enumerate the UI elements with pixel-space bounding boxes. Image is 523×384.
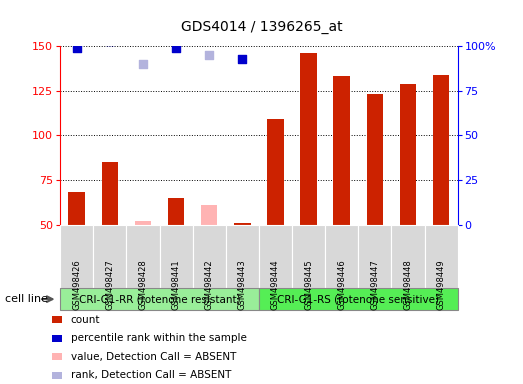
Text: GSM498441: GSM498441: [172, 260, 180, 310]
Bar: [367, 94, 383, 225]
Text: GSM498427: GSM498427: [105, 260, 115, 310]
Bar: [433, 74, 449, 225]
Text: GSM498449: GSM498449: [437, 260, 446, 310]
Text: CRI-G1-RS (rotenone sensitive): CRI-G1-RS (rotenone sensitive): [277, 294, 439, 304]
Point: [371, 29, 379, 35]
Text: GSM498444: GSM498444: [271, 260, 280, 310]
Text: GSM498447: GSM498447: [370, 260, 379, 310]
Bar: [69, 192, 85, 225]
Bar: [101, 162, 118, 225]
Bar: [334, 76, 350, 225]
Text: value, Detection Call = ABSENT: value, Detection Call = ABSENT: [71, 352, 236, 362]
Point: [271, 30, 280, 36]
Point: [437, 22, 445, 28]
Bar: [201, 205, 218, 225]
Text: GSM498446: GSM498446: [337, 260, 346, 310]
Text: count: count: [71, 315, 100, 325]
Point: [304, 20, 313, 26]
Text: CRI-G1-RR (rotenone resistant): CRI-G1-RR (rotenone resistant): [78, 294, 241, 304]
Text: GSM498445: GSM498445: [304, 260, 313, 310]
Bar: [300, 53, 317, 225]
Point: [106, 38, 114, 44]
Point: [404, 23, 412, 30]
Point: [139, 61, 147, 67]
Text: GSM498426: GSM498426: [72, 260, 81, 310]
Bar: [267, 119, 283, 225]
Bar: [400, 84, 416, 225]
Text: rank, Detection Call = ABSENT: rank, Detection Call = ABSENT: [71, 370, 231, 380]
Point: [205, 52, 213, 58]
Point: [172, 45, 180, 51]
Point: [238, 56, 246, 62]
Text: GSM498448: GSM498448: [403, 260, 413, 310]
Text: GSM498443: GSM498443: [238, 260, 247, 310]
Bar: [168, 198, 185, 225]
Text: GDS4014 / 1396265_at: GDS4014 / 1396265_at: [180, 20, 343, 34]
Text: cell line: cell line: [5, 294, 48, 304]
Point: [73, 45, 81, 51]
Bar: [234, 223, 251, 225]
Text: GSM498442: GSM498442: [204, 260, 214, 310]
Text: GSM498428: GSM498428: [139, 260, 147, 310]
Point: [337, 23, 346, 30]
Bar: [135, 221, 151, 225]
Text: percentile rank within the sample: percentile rank within the sample: [71, 333, 246, 343]
